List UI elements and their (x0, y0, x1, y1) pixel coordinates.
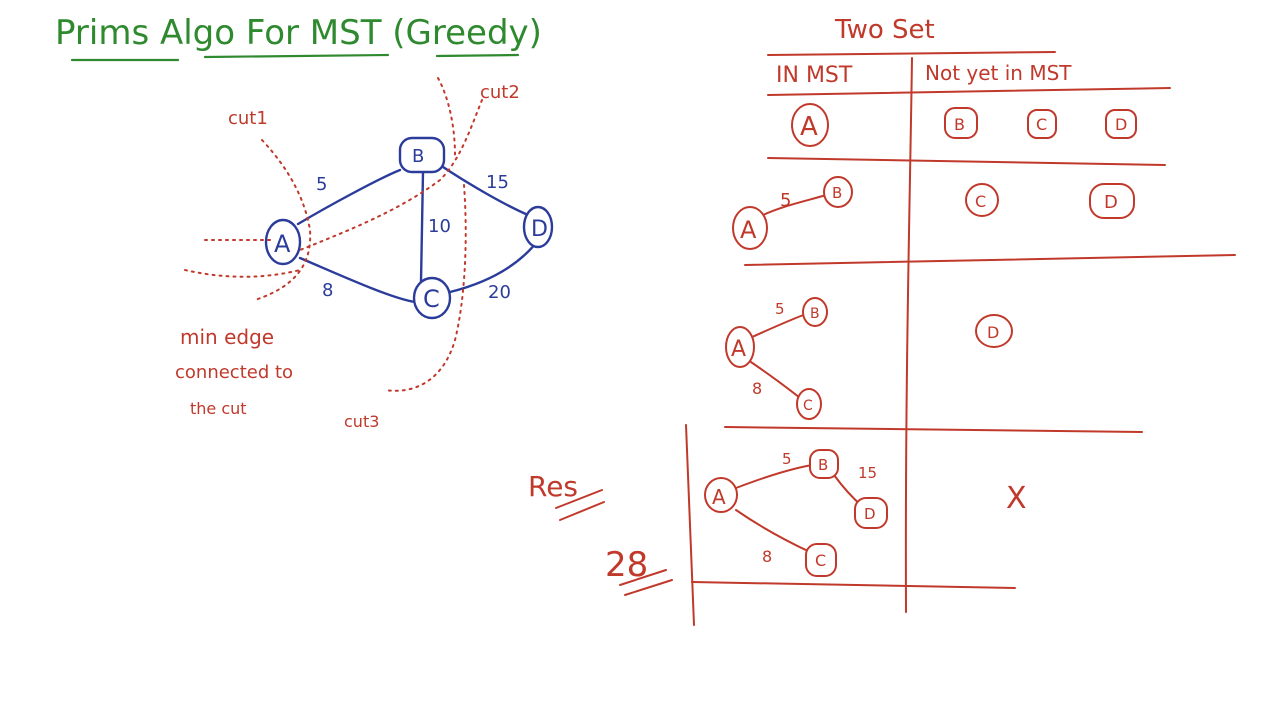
edge-a-b (296, 168, 402, 226)
note-line-2: connected to (175, 362, 293, 383)
table-row3-line (724, 426, 1143, 433)
r4-node-d-label: D (864, 505, 876, 523)
node-b-label: B (412, 146, 424, 167)
r1-node-d (1105, 109, 1137, 139)
r4-node-d (854, 497, 888, 529)
node-c-label: C (423, 285, 440, 313)
result: Res 28 (528, 470, 673, 596)
edge-a-c (298, 256, 417, 304)
table-row2-line (744, 254, 1236, 266)
result-label: Res (528, 470, 578, 503)
r3-node-a (725, 326, 755, 368)
weight-bd: 15 (486, 172, 509, 193)
cut2-label: cut2 (480, 82, 520, 103)
col-not-in-mst: Not yet in MST (925, 61, 1072, 85)
cut3-label: cut3 (344, 412, 379, 431)
node-c (412, 276, 452, 320)
page-title: Prims Algo For MST (Greedy) (55, 13, 542, 53)
r3-node-a-label: A (731, 337, 746, 362)
r1-node-a (791, 103, 829, 147)
r2-node-d (1089, 183, 1135, 219)
weight-ab: 5 (316, 174, 327, 195)
r4-edge-ab (735, 464, 813, 489)
r2-node-b-label: B (832, 184, 842, 202)
r2-node-c (965, 183, 999, 217)
r4-node-c (805, 543, 837, 577)
cut1-label: cut1 (228, 108, 268, 129)
result-total: 28 (605, 545, 648, 585)
r4-weight-ac: 8 (762, 547, 772, 566)
cuts: cut1 cut2 cut3 (184, 77, 520, 431)
r3-weight-ab: 5 (775, 300, 785, 318)
table-header-line (767, 87, 1171, 96)
r2-node-a (732, 206, 768, 250)
r4-node-c-label: C (815, 551, 826, 570)
r1-node-b (944, 107, 978, 139)
note-line-1: min edge (180, 325, 274, 349)
weight-bc: 10 (428, 216, 451, 237)
r3-edge-ac (747, 359, 801, 399)
result-label-underline-1 (555, 489, 603, 509)
cut2-top (437, 77, 456, 156)
table-row1-line (767, 157, 1166, 166)
r3-node-c-label: C (803, 398, 813, 414)
r3-node-d-label: D (987, 323, 999, 342)
weight-ac: 8 (322, 280, 333, 301)
weight-cd: 20 (488, 282, 511, 303)
cut1-line (254, 139, 312, 301)
node-a (264, 218, 302, 266)
col-in-mst: IN MST (776, 63, 853, 88)
r4-node-b (809, 449, 839, 479)
r2-node-d-label: D (1104, 192, 1118, 213)
note-line-3: the cut (190, 399, 247, 418)
node-d-label: D (531, 217, 548, 242)
cut2-line (299, 99, 483, 251)
cut1-ray-2 (184, 269, 301, 278)
cut3-line (384, 184, 467, 392)
r3-node-d (975, 314, 1013, 348)
main-graph: A B C D 5 8 10 15 20 (264, 136, 554, 320)
r2-node-a-label: A (740, 216, 757, 244)
r4-node-b-label: B (818, 456, 828, 474)
r3-edge-ab (749, 313, 807, 339)
r4-empty-mark: X (1006, 481, 1027, 516)
r4-weight-ab: 5 (782, 450, 792, 468)
edge-b-d (438, 163, 530, 217)
table-bottom-line (691, 581, 1016, 589)
result-label-underline-2 (559, 501, 605, 521)
r1-node-d-label: D (1115, 115, 1127, 134)
r1-node-c (1027, 109, 1057, 139)
r1-node-b-label: B (954, 115, 965, 134)
r2-node-c-label: C (975, 192, 986, 211)
cut-note: min edge connected to the cut (175, 325, 293, 418)
r3-weight-ac: 8 (752, 379, 762, 398)
title-underline-2 (203, 53, 390, 59)
node-a-label: A (274, 230, 291, 258)
r1-node-a-label: A (800, 112, 818, 142)
r3-node-b-label: B (810, 306, 820, 322)
table-heading: Two Set (834, 15, 935, 45)
result-total-underline-2 (624, 579, 673, 596)
r3-node-b (802, 297, 828, 327)
edge-b-c (419, 170, 425, 284)
table-top-line (767, 51, 1056, 56)
result-box-left (685, 424, 695, 626)
r2-edge-ab (762, 194, 827, 216)
r3-node-c (796, 388, 822, 420)
r4-node-a (704, 477, 738, 513)
two-set-table: Two Set IN MST Not yet in MST A B C D A … (685, 15, 1236, 626)
result-total-underline-1 (619, 569, 667, 586)
node-d (522, 205, 554, 249)
r2-node-b (823, 176, 853, 208)
r1-node-c-label: C (1036, 115, 1047, 134)
node-b (398, 136, 446, 174)
r4-weight-bd: 15 (858, 464, 877, 482)
r2-weight-ab: 5 (780, 190, 791, 211)
r4-edge-ac (735, 509, 811, 553)
table-divider (904, 57, 913, 613)
r4-node-a-label: A (712, 485, 726, 509)
title-underline-3 (435, 53, 520, 58)
